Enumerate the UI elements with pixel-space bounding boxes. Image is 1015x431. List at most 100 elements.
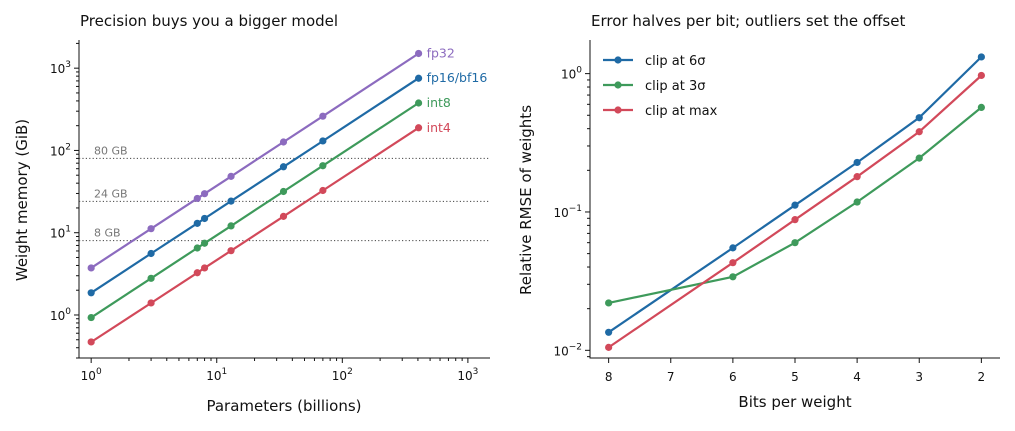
- right-legend: clip at 6σ clip at 3σ clip at max: [603, 54, 718, 119]
- data-point: [193, 194, 201, 203]
- data-point: [200, 190, 209, 198]
- data-point: [319, 162, 327, 170]
- left-chart-title: Precision buys you a bigger model: [80, 12, 338, 30]
- x-tick-label: 102: [332, 367, 353, 383]
- data-point: [791, 201, 799, 209]
- x-tick-label: 2: [978, 370, 986, 384]
- data-point: [87, 338, 95, 346]
- x-tick-label: 6: [729, 370, 737, 384]
- reference-line-label: 8 GB: [94, 227, 121, 240]
- series-line: [90, 126, 420, 343]
- data-point: [319, 137, 327, 145]
- data-point: [729, 259, 737, 267]
- right-axis-ticks: 8 7 6 5 4 3 2 10−2 10−1 100: [553, 66, 985, 384]
- legend-label: clip at max: [645, 104, 718, 119]
- data-point: [193, 269, 201, 277]
- y-tick-label: 101: [50, 225, 71, 241]
- data-point: [279, 212, 288, 220]
- data-point: [791, 239, 799, 247]
- series-label: int8: [427, 95, 451, 110]
- right-chart-title: Error halves per bit; outliers set the o…: [591, 12, 905, 30]
- data-point: [605, 328, 613, 336]
- left-y-axis-label: Weight memory (GiB): [13, 119, 31, 281]
- data-point: [87, 264, 95, 272]
- legend-label: clip at 3σ: [645, 79, 705, 94]
- legend-swatch-marker: [614, 81, 622, 89]
- y-tick-label: 100: [50, 307, 71, 323]
- data-point: [319, 186, 327, 195]
- data-point: [414, 99, 423, 107]
- x-tick-label: 103: [457, 367, 478, 383]
- series-line: [90, 52, 420, 269]
- left-reference-lines: 80 GB 24 GB 8 GB: [79, 144, 490, 242]
- right-x-axis-label: Bits per weight: [738, 393, 851, 411]
- x-tick-label: 101: [206, 367, 227, 383]
- data-point: [227, 197, 235, 205]
- x-tick-label: 5: [791, 370, 799, 384]
- y-tick-label: 103: [50, 60, 71, 76]
- left-x-axis-label: Parameters (billions): [206, 397, 361, 415]
- data-point: [605, 299, 613, 307]
- data-point: [87, 289, 95, 297]
- data-point: [414, 49, 423, 58]
- y-tick-label: 102: [50, 142, 71, 158]
- series-label: fp16/bf16: [427, 70, 488, 85]
- data-point: [200, 239, 209, 247]
- data-point: [977, 103, 985, 111]
- y-tick-label: 10−2: [553, 342, 582, 358]
- data-point: [147, 274, 155, 282]
- x-tick-label: 7: [667, 370, 675, 384]
- data-point: [147, 249, 155, 258]
- data-point: [853, 158, 861, 167]
- series-line: [608, 106, 983, 304]
- x-tick-label: 3: [915, 370, 923, 384]
- data-point: [853, 198, 861, 206]
- data-point: [227, 222, 235, 230]
- data-point: [414, 124, 423, 132]
- data-point: [915, 128, 923, 136]
- legend-label: clip at 6σ: [645, 54, 705, 69]
- data-point: [915, 114, 923, 122]
- data-point: [87, 313, 95, 322]
- series-line: [607, 74, 983, 349]
- series-line: [607, 56, 983, 334]
- data-point: [193, 244, 201, 252]
- right-plot-area: [605, 53, 985, 351]
- data-point: [200, 214, 209, 223]
- series-line: [90, 102, 420, 319]
- legend-swatch-marker: [614, 56, 622, 64]
- x-tick-label: 4: [853, 370, 861, 384]
- data-point: [414, 74, 423, 82]
- legend-swatch-marker: [614, 106, 622, 114]
- series-label: fp32: [427, 45, 455, 60]
- series-line: [90, 77, 420, 294]
- y-tick-label: 10−1: [553, 204, 582, 220]
- right-y-axis-label: Relative RMSE of weights: [517, 105, 535, 295]
- data-point: [791, 216, 799, 224]
- reference-line-label: 24 GB: [94, 187, 128, 200]
- data-point: [605, 343, 613, 351]
- data-point: [279, 187, 288, 196]
- data-point: [729, 273, 737, 281]
- data-point: [319, 112, 327, 120]
- data-point: [853, 173, 861, 181]
- data-point: [227, 247, 235, 255]
- data-point: [200, 264, 209, 272]
- data-point: [729, 244, 737, 252]
- data-point: [279, 138, 288, 146]
- data-point: [147, 299, 155, 307]
- data-point: [147, 225, 155, 233]
- x-tick-label: 8: [605, 370, 613, 384]
- reference-line-label: 80 GB: [94, 144, 128, 157]
- y-tick-label: 100: [561, 66, 582, 82]
- data-point: [915, 154, 923, 162]
- data-point: [977, 53, 985, 61]
- left-axis-ticks: 100 101 102 103 100 101 102 103: [50, 42, 478, 383]
- x-tick-label: 100: [81, 367, 102, 383]
- left-plot-area: fp32 fp16/bf16 int8 int4: [87, 45, 488, 346]
- data-point: [977, 71, 985, 80]
- series-label: int4: [427, 120, 451, 135]
- data-point: [227, 172, 235, 180]
- data-point: [279, 163, 288, 171]
